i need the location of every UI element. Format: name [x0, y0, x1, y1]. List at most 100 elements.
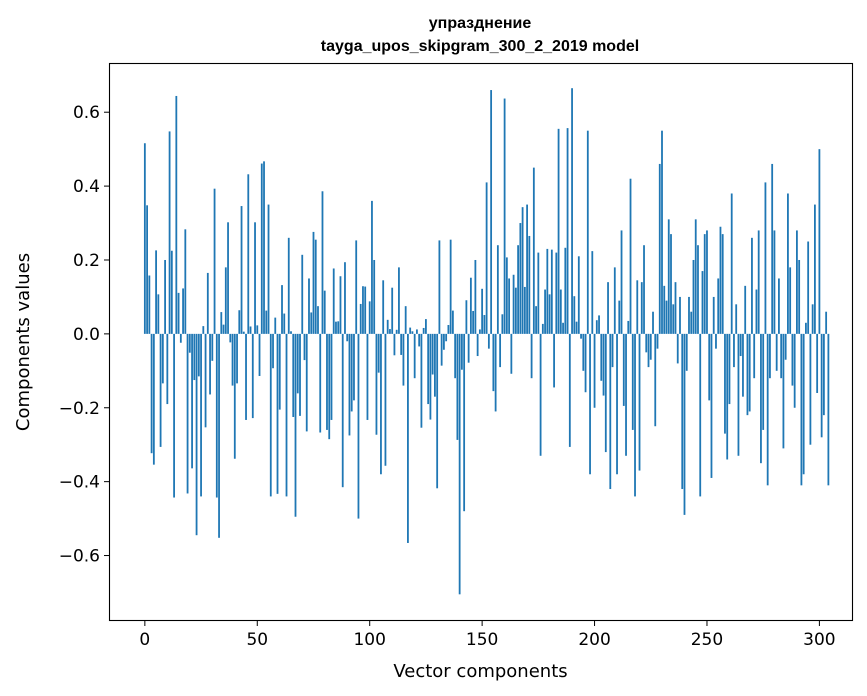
- bar-component-127: [429, 333, 432, 420]
- bar-component-261: [730, 193, 733, 334]
- bar-component-300: [818, 149, 821, 334]
- bar-component-298: [814, 204, 816, 334]
- bar-component-301: [820, 333, 823, 438]
- bar-component-227: [654, 333, 657, 427]
- bar-component-210: [616, 333, 618, 475]
- bar-component-41: [236, 333, 238, 384]
- bar-component-270: [751, 237, 753, 334]
- ticks-group: 0 50 100 150 200 250 300 −0.6 −0.4 −0.2 0.0 0.2 0.4 0…: [59, 103, 836, 650]
- bar-component-225: [649, 333, 652, 360]
- bar-component-133: [443, 333, 445, 350]
- bar-component-99: [366, 333, 369, 420]
- bar-component-212: [620, 230, 623, 334]
- bar-component-159: [501, 314, 504, 334]
- y-tick-label: 0.0: [73, 325, 100, 345]
- bar-component-214: [625, 333, 627, 456]
- bar-component-215: [627, 320, 630, 334]
- bar-component-275: [762, 333, 765, 430]
- chart-title: упразднение: [429, 15, 532, 32]
- bar-component-248: [701, 271, 704, 334]
- bar-component-109: [389, 329, 391, 334]
- bar-component-278: [769, 333, 771, 379]
- bar-component-91: [348, 333, 351, 436]
- bar-component-183: [555, 252, 558, 334]
- bar-component-114: [400, 333, 403, 355]
- bar-component-282: [778, 278, 780, 334]
- bar-component-206: [607, 282, 609, 334]
- bar-component-190: [571, 88, 573, 334]
- bar-component-97: [362, 286, 364, 334]
- bar-component-258: [724, 333, 726, 434]
- bar-component-299: [816, 333, 819, 393]
- bar-component-68: [296, 333, 299, 394]
- bar-component-22: [193, 333, 196, 381]
- bar-component-125: [425, 319, 427, 334]
- bar-component-176: [539, 333, 542, 456]
- bar-component-46: [247, 174, 250, 334]
- bar-component-268: [746, 333, 749, 416]
- bar-component-208: [611, 333, 614, 368]
- bar-component-173: [532, 167, 535, 334]
- bar-component-155: [492, 333, 495, 392]
- bar-component-26: [202, 326, 205, 334]
- bar-component-293: [802, 333, 805, 475]
- bar-component-269: [748, 333, 751, 412]
- bar-component-137: [451, 310, 454, 334]
- bar-component-253: [712, 296, 715, 334]
- bar-component-193: [577, 256, 580, 334]
- bar-component-167: [519, 223, 522, 334]
- bar-component-139: [456, 333, 459, 440]
- bar-component-19: [186, 333, 189, 494]
- plot-area-frame: [108, 62, 854, 622]
- bar-component-131: [438, 240, 441, 334]
- bar-component-122: [418, 333, 421, 347]
- bar-component-39: [231, 333, 234, 386]
- bar-component-219: [636, 280, 639, 334]
- bar-component-86: [337, 321, 340, 334]
- bar-component-77: [317, 306, 319, 334]
- bar-component-67: [294, 333, 297, 517]
- bar-component-83: [330, 333, 333, 420]
- bar-component-218: [634, 333, 636, 497]
- bar-component-151: [483, 315, 486, 334]
- bar-component-89: [344, 262, 346, 334]
- bar-component-281: [775, 333, 778, 371]
- bar-component-185: [559, 289, 562, 334]
- bar-component-246: [697, 245, 699, 334]
- bar-component-15: [177, 292, 180, 334]
- bar-component-63: [285, 333, 288, 497]
- bar-component-29: [209, 333, 211, 395]
- bar-component-62: [283, 313, 286, 334]
- bar-component-147: [474, 259, 477, 334]
- bar-component-201: [595, 320, 598, 334]
- bar-component-295: [807, 241, 810, 334]
- bar-component-108: [386, 319, 389, 334]
- bar-component-61: [281, 285, 283, 334]
- bar-component-90: [346, 333, 349, 342]
- bar-component-200: [593, 333, 596, 408]
- bar-component-192: [575, 321, 578, 334]
- bar-component-12: [170, 250, 173, 334]
- bar-component-28: [206, 272, 209, 334]
- bar-component-51: [258, 333, 261, 376]
- bar-component-146: [472, 310, 475, 334]
- bar-component-249: [703, 234, 706, 334]
- bar-component-224: [647, 333, 650, 368]
- bar-component-238: [679, 296, 681, 334]
- bar-component-259: [726, 333, 729, 460]
- bar-component-152: [485, 182, 488, 334]
- bar-component-55: [267, 204, 270, 334]
- bar-component-217: [631, 333, 634, 430]
- bar-component-64: [287, 237, 290, 334]
- bar-component-6: [157, 294, 160, 334]
- bar-component-166: [517, 245, 519, 334]
- bar-component-209: [613, 267, 616, 334]
- bar-component-272: [755, 289, 758, 334]
- bar-component-50: [256, 325, 259, 334]
- bar-component-243: [690, 311, 693, 334]
- bar-component-38: [229, 333, 232, 343]
- bar-component-134: [445, 333, 448, 342]
- bar-component-297: [811, 304, 814, 334]
- bar-component-251: [708, 333, 711, 401]
